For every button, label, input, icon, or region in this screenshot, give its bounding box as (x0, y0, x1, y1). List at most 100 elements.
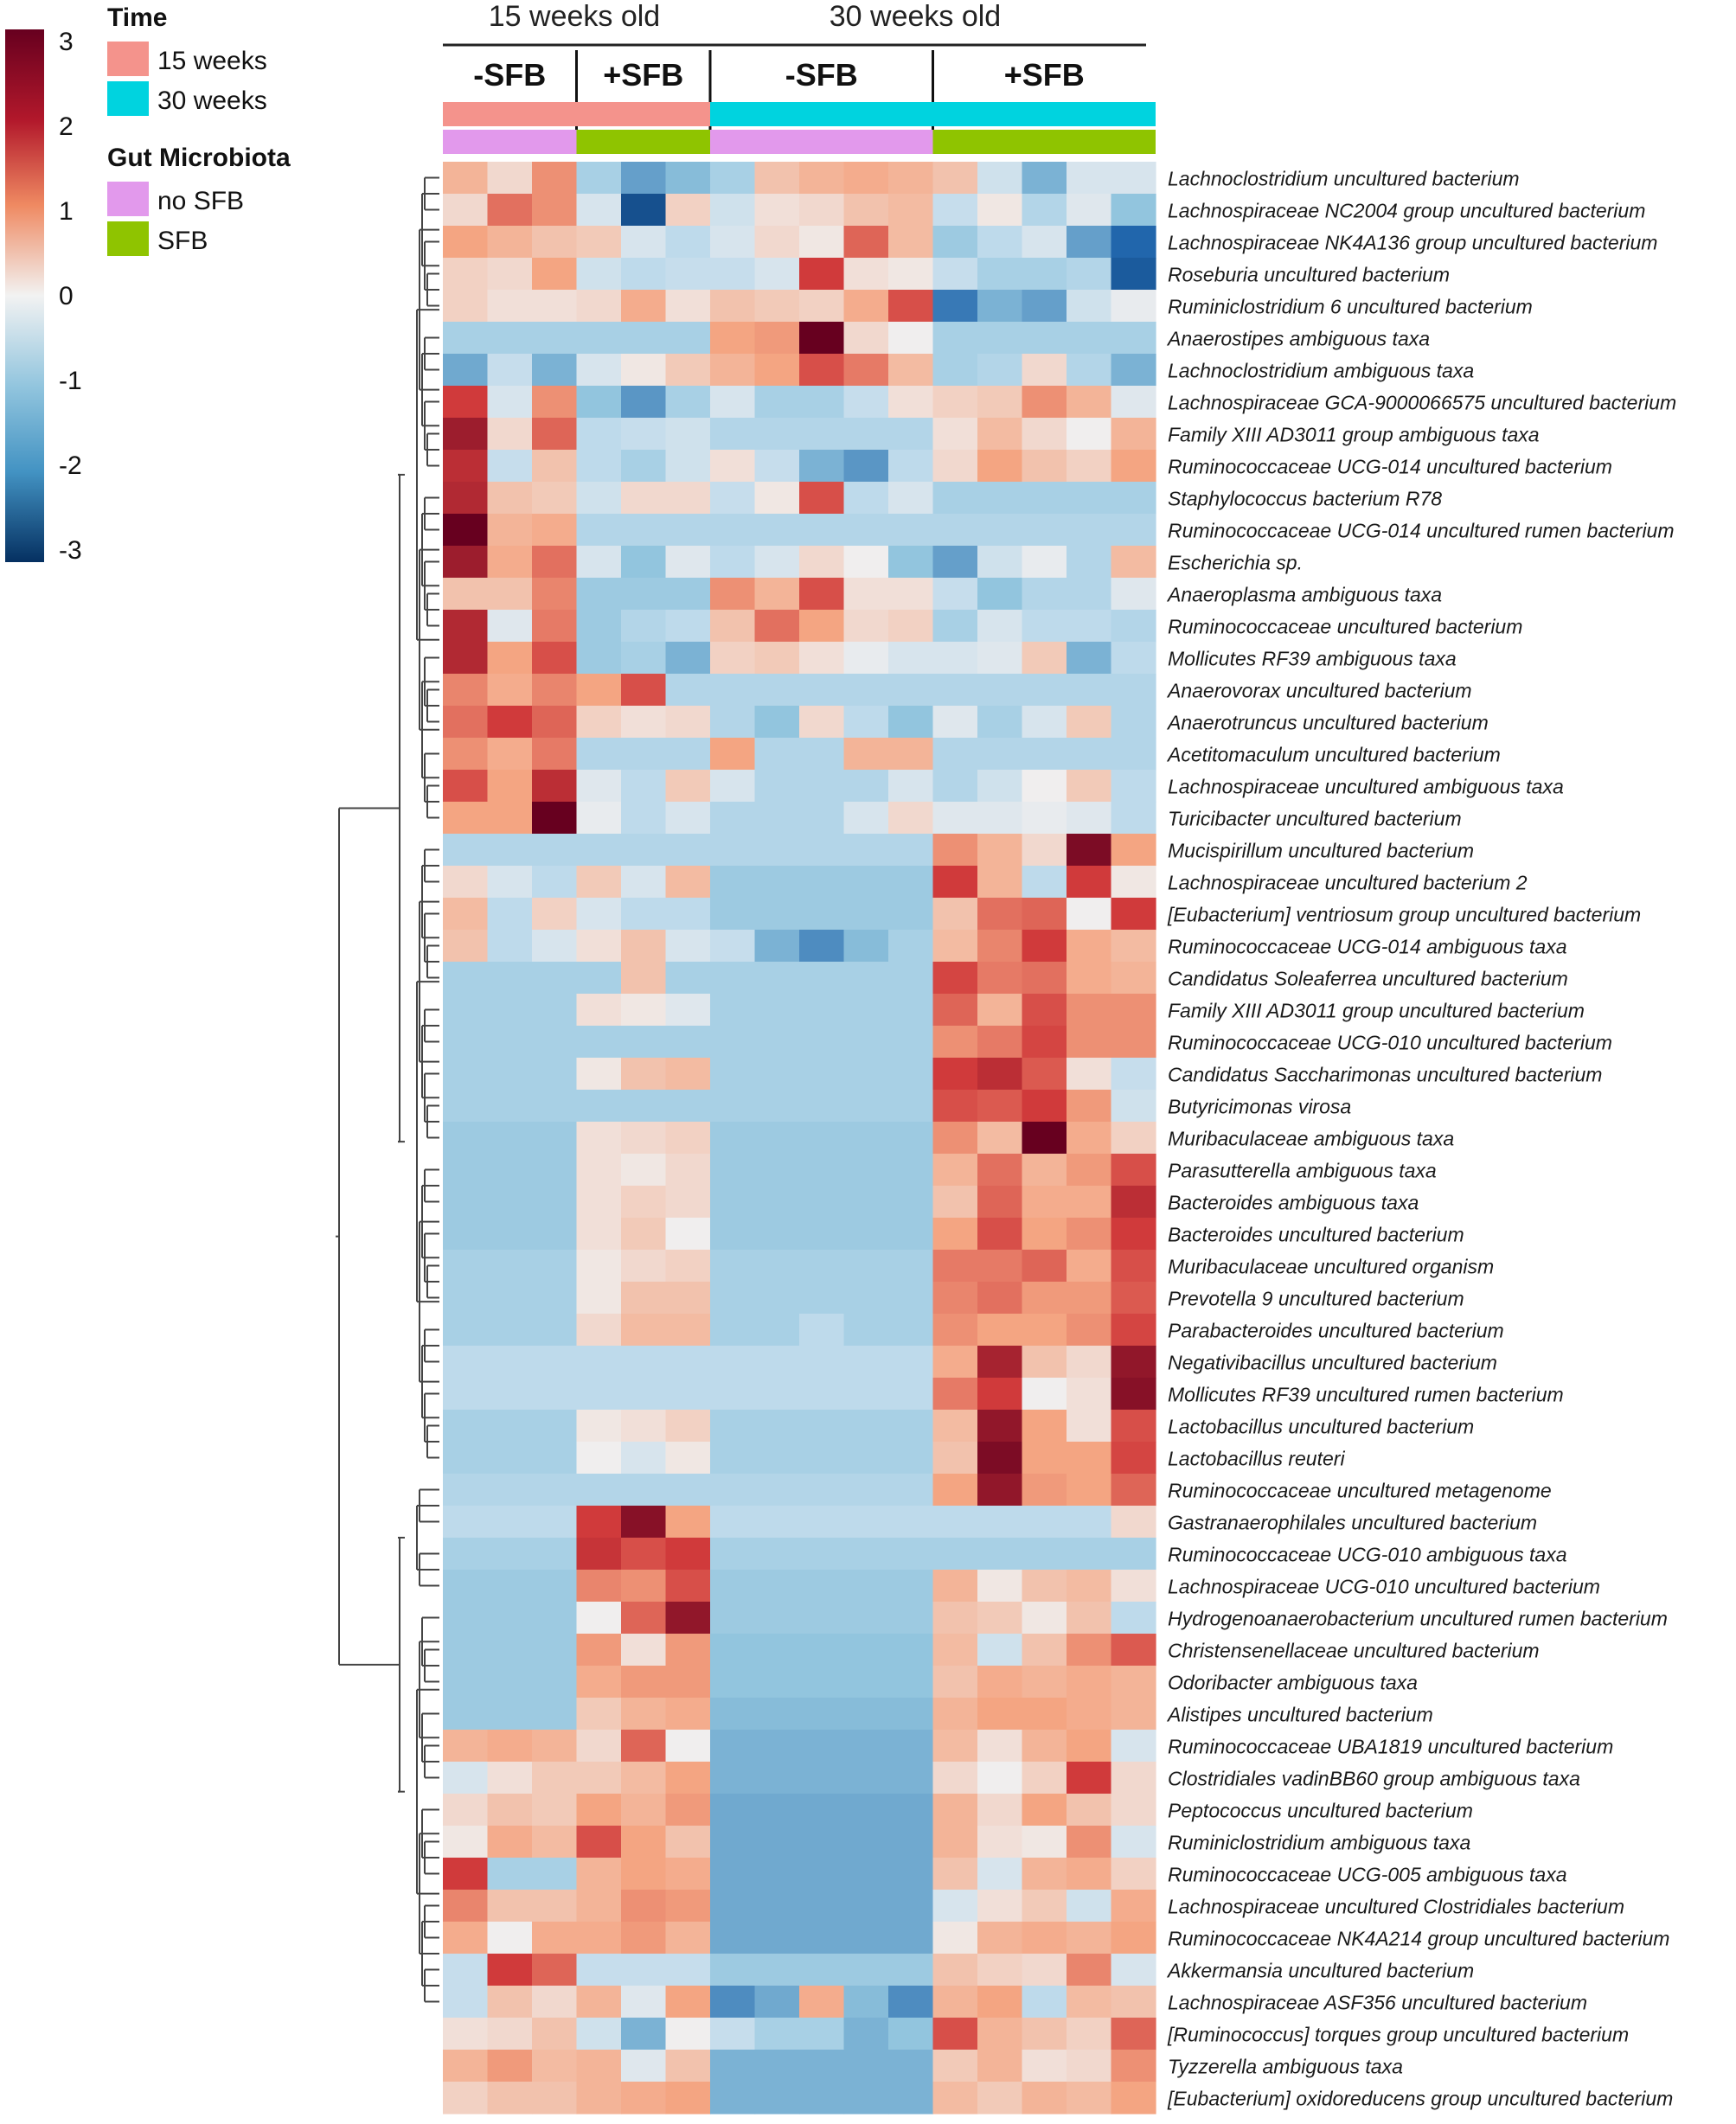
heatmap-cell (843, 1314, 889, 1347)
heatmap-cell (932, 770, 978, 803)
heatmap-cell (932, 1090, 978, 1123)
heatmap-cell (799, 1410, 845, 1443)
heatmap-cell (621, 802, 667, 835)
heatmap-cell (532, 994, 578, 1027)
heatmap-cell (443, 258, 489, 291)
heatmap-cell (1067, 354, 1112, 387)
heatmap-cell (843, 1122, 889, 1155)
heatmap-cell (532, 2050, 578, 2082)
heatmap-cell (932, 642, 978, 675)
heatmap-cell (888, 1442, 934, 1475)
heatmap-cell (754, 1346, 800, 1379)
heatmap-cell (621, 1378, 667, 1411)
legend-swatch-15-weeks (107, 42, 149, 76)
heatmap-cell (843, 706, 889, 739)
heatmap-cell (1067, 834, 1112, 867)
heatmap-cell (1067, 962, 1112, 995)
heatmap-cell (977, 802, 1023, 835)
heatmap-cell (576, 1250, 622, 1283)
heatmap-cell (888, 930, 934, 963)
heatmap-cell (1111, 1346, 1156, 1379)
heatmap-cell (1022, 1282, 1067, 1315)
row-label-mollicutes-rf39-uncultured-rumen-bacterium: Mollicutes RF39 uncultured rumen bacteri… (1168, 1384, 1564, 1406)
heatmap-cell (532, 1410, 578, 1443)
heatmap-cell (443, 1570, 489, 1603)
heatmap-cell (843, 866, 889, 899)
heatmap-cell (1067, 1762, 1112, 1795)
heatmap-cell (754, 1762, 800, 1795)
heatmap-cell (532, 1314, 578, 1347)
heatmap-cell (576, 1058, 622, 1091)
heatmap-cell (487, 1186, 533, 1219)
heatmap-cell (1111, 1474, 1156, 1507)
time-annotation-3 (710, 102, 933, 126)
heatmap-cell (443, 1602, 489, 1635)
heatmap-cells (443, 162, 1156, 2114)
heatmap-cell (977, 1794, 1023, 1827)
heatmap-cell (843, 1698, 889, 1731)
heatmap-cell (888, 1346, 934, 1379)
heatmap-cell (621, 1346, 667, 1379)
heatmap-cell (710, 610, 756, 643)
heatmap-cell (443, 194, 489, 227)
heatmap-cell (932, 706, 978, 739)
heatmap-cell (932, 1922, 978, 1954)
heatmap-cell (710, 1058, 756, 1091)
heatmap-cell (665, 1474, 711, 1507)
heatmap-cell (843, 738, 889, 771)
heatmap-cell (443, 2018, 489, 2050)
heatmap-cell (443, 994, 489, 1027)
heatmap-cell (576, 418, 622, 451)
heatmap-cell (621, 1250, 667, 1283)
heatmap-cell (754, 1506, 800, 1539)
heatmap-cell (843, 1346, 889, 1379)
heatmap-cell (665, 418, 711, 451)
heatmap-cell (443, 1026, 489, 1059)
heatmap-cell (710, 706, 756, 739)
row-label-alistipes-uncultured-bacterium: Alistipes uncultured bacterium (1166, 1704, 1433, 1726)
heatmap-cell (710, 1378, 756, 1411)
heatmap-cell (754, 834, 800, 867)
heatmap-cell (665, 386, 711, 419)
heatmap-cell (977, 2050, 1023, 2082)
heatmap-cell (1067, 1314, 1112, 1347)
heatmap-cell (576, 1698, 622, 1731)
heatmap-cell (843, 1730, 889, 1763)
heatmap-cell (799, 2018, 845, 2050)
heatmap-cell (843, 514, 889, 547)
heatmap-cell (932, 1186, 978, 1219)
heatmap-cell (1111, 546, 1156, 579)
row-label-lachnospiraceae-ucg-010-uncultured-bacterium: Lachnospiraceae UCG-010 uncultured bacte… (1168, 1576, 1600, 1598)
heatmap-cell (1111, 1954, 1156, 1986)
heatmap-cell (487, 1954, 533, 1986)
row-label-negativibacillus-uncultured-bacterium: Negativibacillus uncultured bacterium (1168, 1352, 1497, 1374)
heatmap-cell (799, 258, 845, 291)
heatmap-cell (754, 802, 800, 835)
heatmap-cell (799, 866, 845, 899)
heatmap-cell (754, 418, 800, 451)
heatmap-cell (799, 354, 845, 387)
heatmap-cell (487, 834, 533, 867)
heatmap-cell (1067, 450, 1112, 483)
heatmap-cell (665, 322, 711, 355)
heatmap-cell (932, 1218, 978, 1251)
heatmap-cell (1111, 2050, 1156, 2082)
heatmap-cell (443, 962, 489, 995)
heatmap-cell (932, 1026, 978, 1059)
heatmap-cell (1067, 1282, 1112, 1315)
heatmap-cell (532, 1378, 578, 1411)
heatmap-cell (532, 738, 578, 771)
heatmap-cell (932, 2082, 978, 2114)
heatmap-cell (710, 1090, 756, 1123)
heatmap-cell (710, 1218, 756, 1251)
heatmap-cell (754, 226, 800, 259)
heatmap-cell (621, 418, 667, 451)
heatmap-cell (1111, 258, 1156, 291)
heatmap-cell (576, 386, 622, 419)
heatmap-cell (443, 2050, 489, 2082)
heatmap-cell (1022, 770, 1067, 803)
heatmap-cell (843, 1474, 889, 1507)
row-label-candidatus-soleaferrea-uncultured-bacterium: Candidatus Soleaferrea uncultured bacter… (1168, 968, 1568, 990)
heatmap-cell (621, 354, 667, 387)
legend-swatch-sfb (107, 221, 149, 256)
